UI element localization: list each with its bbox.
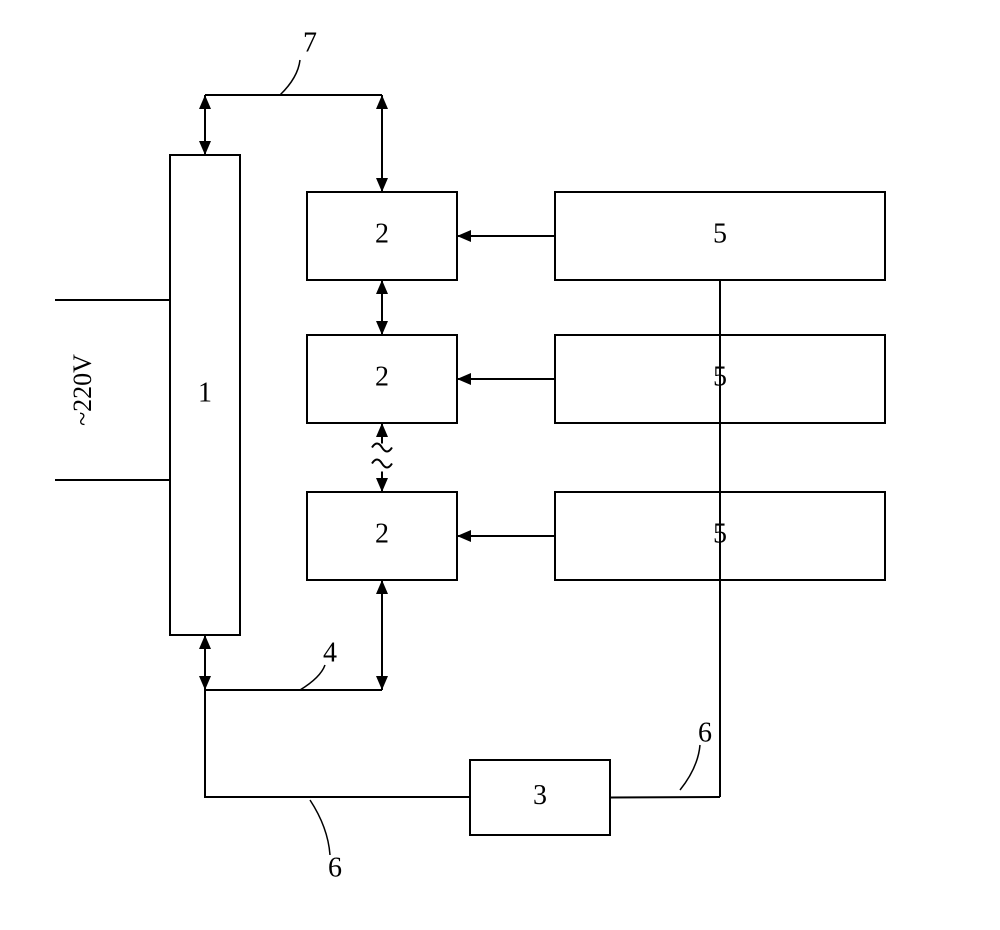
svg-text:1: 1 [198,377,212,408]
svg-text:6: 6 [328,852,342,883]
svg-text:~220V: ~220V [68,354,97,426]
svg-text:5: 5 [713,218,727,249]
svg-text:2: 2 [375,218,389,249]
svg-text:2: 2 [375,518,389,549]
svg-text:3: 3 [533,780,547,811]
svg-text:6: 6 [698,717,712,748]
svg-text:7: 7 [303,27,317,58]
svg-text:4: 4 [323,637,337,668]
svg-text:2: 2 [375,361,389,392]
